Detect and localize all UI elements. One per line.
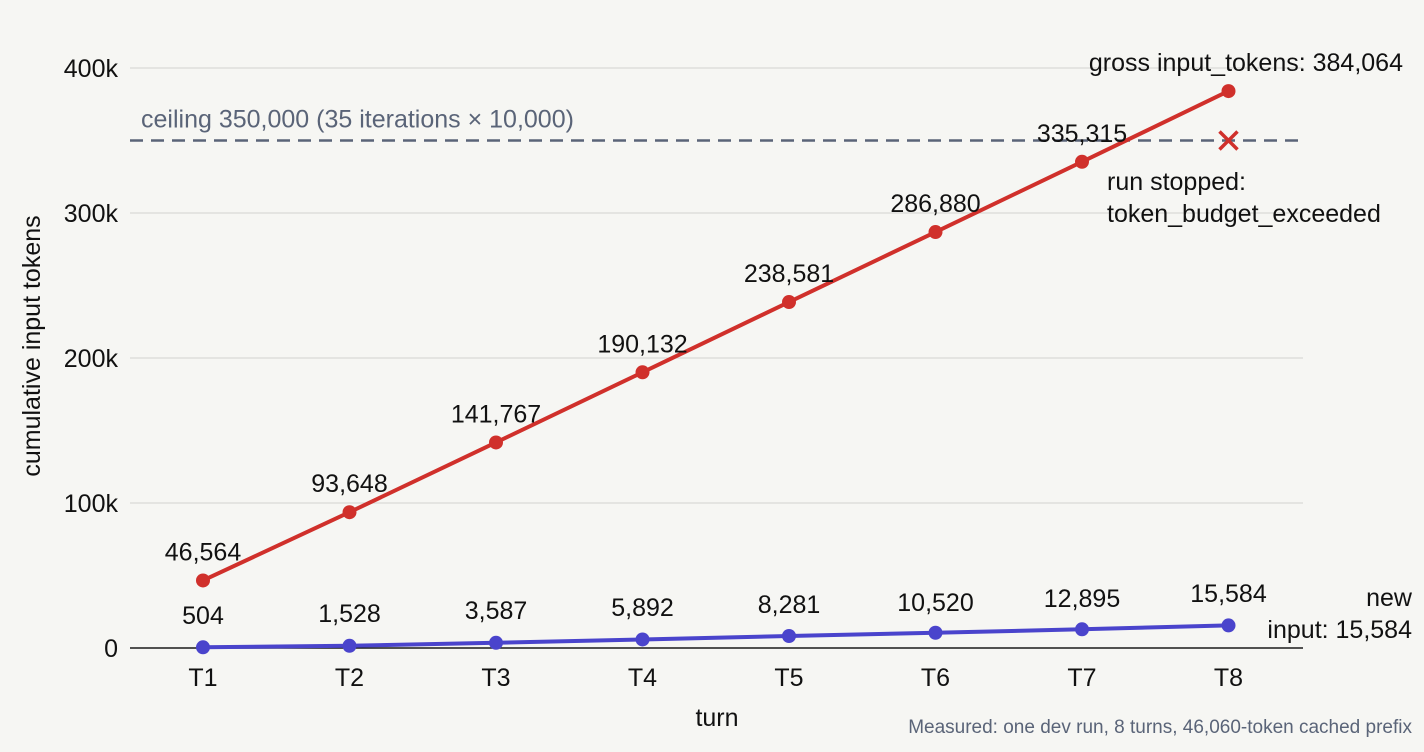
data-point (1075, 154, 1089, 169)
data-label: 10,520 (897, 589, 973, 617)
data-point (928, 625, 943, 640)
run-stopped-annotation-line1: run stopped: (1107, 168, 1246, 196)
data-point (782, 628, 796, 643)
y-tick-label: 100k (64, 490, 119, 518)
data-label: 190,132 (597, 330, 687, 358)
data-point (635, 632, 650, 647)
data-label: 15,584 (1190, 580, 1267, 608)
data-point (489, 635, 503, 650)
data-label: 1,528 (318, 600, 381, 628)
run-stopped-annotation-line2: token_budget_exceeded (1107, 200, 1381, 228)
x-tick-label: T4 (628, 664, 657, 692)
y-tick-label: 200k (64, 345, 119, 373)
data-point (1221, 618, 1236, 633)
data-label: 12,895 (1044, 585, 1120, 613)
x-tick-label: T8 (1214, 664, 1243, 692)
data-labels: 46,564 93,648 141,767 190,132 238,581 286,880… (165, 120, 1267, 630)
y-tick-label: 400k (64, 55, 119, 83)
new-input-annotation-line2: input: 15,584 (1267, 616, 1412, 644)
y-tick-label: 300k (64, 200, 119, 228)
data-point (196, 640, 210, 655)
data-label: 335,315 (1037, 120, 1127, 148)
data-label: 46,564 (165, 538, 242, 566)
data-label: 8,281 (758, 591, 821, 619)
data-point (782, 295, 796, 310)
series-line (202, 89, 1230, 583)
data-label: 238,581 (744, 260, 834, 288)
data-label: 3,587 (465, 597, 528, 625)
data-point (1221, 84, 1236, 99)
footnote: Measured: one dev run, 8 turns, 46,060-t… (908, 717, 1412, 738)
grid-lines (130, 67, 1303, 504)
x-tick-label: T6 (921, 664, 950, 692)
data-point (1075, 622, 1089, 637)
x-tick-label: T1 (188, 664, 217, 692)
x-axis-title: turn (695, 704, 738, 732)
stop-marker (1218, 130, 1239, 151)
data-point (196, 573, 210, 588)
x-tick-label: T3 (481, 664, 510, 692)
data-label: 141,767 (451, 400, 541, 428)
data-label: 504 (182, 602, 224, 630)
x-tick-label: T2 (335, 664, 364, 692)
y-tick-label: 0 (104, 635, 118, 663)
data-point (342, 505, 357, 520)
ceiling: ceiling 350,000 (35 iterations × 10,000) (130, 106, 1303, 151)
new-input-annotation-line1: new (1366, 584, 1413, 612)
data-point (342, 638, 357, 653)
data-point (489, 435, 503, 450)
gross-total-annotation: gross input_tokens: 384,064 (1089, 49, 1403, 77)
data-label: 5,892 (611, 594, 674, 622)
annotations: gross input_tokens: 384,064 run stopped:… (18, 49, 1413, 738)
x-tick-label: T5 (774, 664, 803, 692)
series (196, 84, 1236, 655)
data-label: 286,880 (890, 190, 980, 218)
data-point (635, 365, 650, 380)
axes: 0 100k 200k 300k 400k T1 T2 T3 T4 T5 T6 T7 T8 (64, 55, 1303, 692)
series-line (202, 623, 1229, 650)
ceiling-label: ceiling 350,000 (35 iterations × 10,000) (141, 106, 574, 134)
x-tick-label: T7 (1067, 664, 1096, 692)
data-label: 93,648 (311, 470, 387, 498)
y-axis-title: cumulative input tokens (18, 215, 46, 476)
data-point (928, 225, 943, 240)
